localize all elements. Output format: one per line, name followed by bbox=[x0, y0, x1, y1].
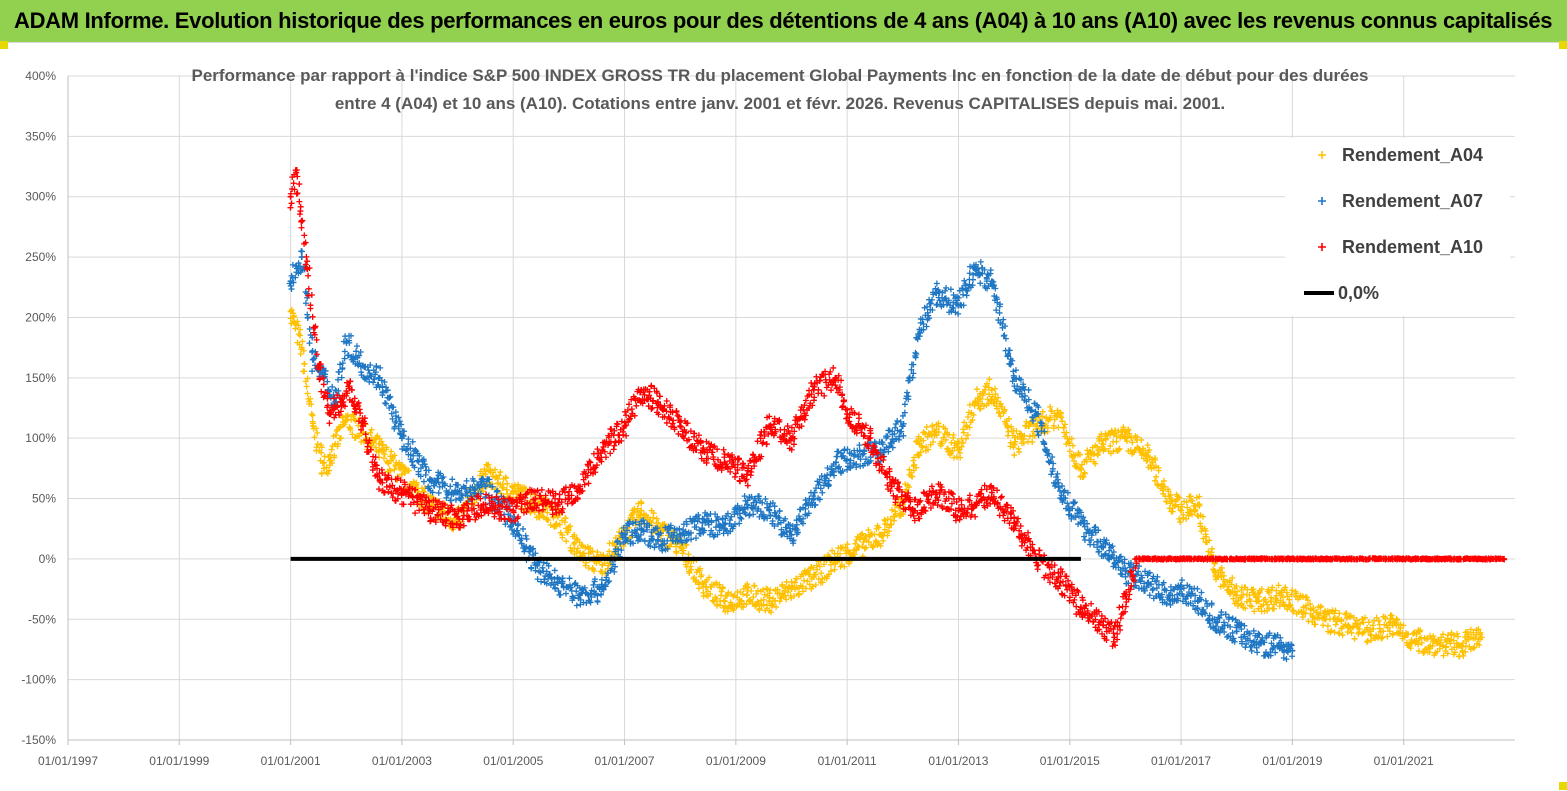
x-tick-label: 01/01/2011 bbox=[818, 754, 877, 768]
x-tick-label: 01/01/2003 bbox=[372, 754, 432, 768]
y-tick-label: 0% bbox=[39, 552, 57, 566]
corner-marker-top-right bbox=[1559, 41, 1567, 49]
series-rendement-a07 bbox=[286, 248, 1296, 663]
x-tick-label: 01/01/2017 bbox=[1151, 754, 1211, 768]
x-tick-label: 01/01/2019 bbox=[1262, 754, 1322, 768]
y-tick-label: 400% bbox=[25, 69, 56, 83]
legend-swatch-plus bbox=[1318, 151, 1326, 159]
y-tick-label: 150% bbox=[25, 371, 56, 385]
y-tick-label: 200% bbox=[25, 310, 56, 324]
y-tick-label: 50% bbox=[32, 492, 56, 506]
legend-label: Rendement_A10 bbox=[1342, 237, 1483, 257]
legend-label: Rendement_A04 bbox=[1342, 145, 1483, 165]
y-tick-label: 250% bbox=[25, 250, 56, 264]
report-banner-title: ADAM Informe. Evolution historique des p… bbox=[0, 0, 1567, 42]
x-tick-label: 01/01/1997 bbox=[38, 754, 98, 768]
legend-swatch-plus bbox=[1318, 197, 1326, 205]
chart-canvas: 400% 350% 300% 250% 200% 150% 100% 50% 0% -50% -10… bbox=[21, 66, 1515, 768]
x-tick-label: 01/01/2009 bbox=[706, 754, 766, 768]
series-rendement-a10 bbox=[287, 167, 1508, 650]
chart-title-line1: Performance par rapport à l'indice S&P 5… bbox=[191, 66, 1368, 85]
legend-label: 0,0% bbox=[1338, 283, 1379, 303]
x-tick-label: 01/01/1999 bbox=[149, 754, 209, 768]
legend: Rendement_A04 Rendement_A07 Rendement_A10 0… bbox=[1285, 138, 1510, 316]
data-point-cloud bbox=[287, 167, 1508, 650]
grid-layer bbox=[67, 75, 1515, 745]
y-tick-label: 300% bbox=[25, 190, 56, 204]
x-tick-label: 01/01/2005 bbox=[483, 754, 543, 768]
x-tick-label: 01/01/2007 bbox=[595, 754, 655, 768]
chart-frame: 400% 350% 300% 250% 200% 150% 100% 50% 0% -50% -10… bbox=[0, 41, 1567, 790]
x-tick-label: 01/01/2015 bbox=[1040, 754, 1100, 768]
chart-title-line2: entre 4 (A04) et 10 ans (A10). Cotations… bbox=[335, 94, 1225, 113]
y-tick-label: -50% bbox=[28, 612, 56, 626]
y-tick-label: -150% bbox=[21, 733, 56, 747]
corner-marker-bottom-right bbox=[1559, 782, 1567, 790]
axis-layer: 400% 350% 300% 250% 200% 150% 100% 50% 0% -50% -10… bbox=[21, 69, 1434, 768]
y-tick-label: 100% bbox=[25, 431, 56, 445]
x-tick-label: 01/01/2021 bbox=[1374, 754, 1434, 768]
series-layer bbox=[286, 167, 1508, 663]
corner-marker-top-left bbox=[0, 41, 8, 49]
x-tick-label: 01/01/2001 bbox=[261, 754, 321, 768]
data-point-cloud bbox=[286, 248, 1296, 663]
legend-label: Rendement_A07 bbox=[1342, 191, 1483, 211]
legend-swatch-plus bbox=[1318, 243, 1326, 251]
y-tick-label: -100% bbox=[21, 673, 56, 687]
legend-background bbox=[1285, 138, 1510, 316]
y-tick-label: 350% bbox=[25, 129, 56, 143]
x-tick-label: 01/01/2013 bbox=[928, 754, 988, 768]
